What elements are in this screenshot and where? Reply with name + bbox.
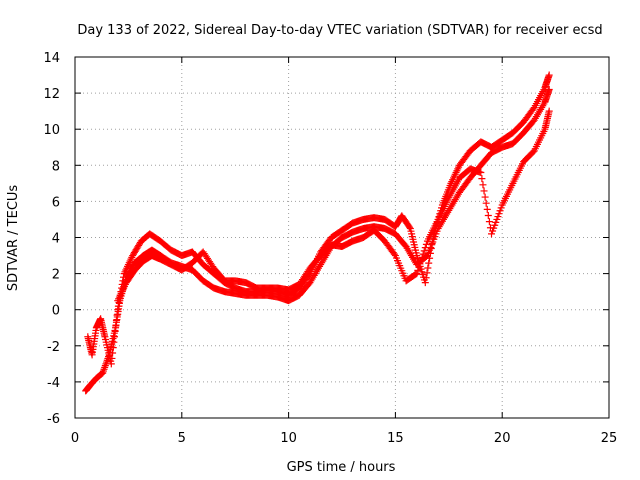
data-point (412, 270, 420, 278)
data-point (111, 333, 119, 341)
data-point (419, 250, 427, 258)
y-tick-label: 4 (52, 232, 60, 247)
y-tick-label: 12 (43, 87, 60, 102)
data-point (481, 193, 489, 201)
axis-ticks: 0 5 10 15 20 25 -6 -4 -2 0 2 4 6 8 10 12 14 (43, 51, 617, 446)
data-point (484, 211, 492, 219)
data-point (423, 269, 431, 277)
data-point (545, 71, 553, 79)
data-point (110, 338, 118, 346)
data-point (421, 244, 429, 252)
data-point (113, 311, 121, 319)
data-point (478, 175, 486, 183)
data-point (112, 317, 120, 325)
x-axis-label: GPS time / hours (287, 460, 396, 475)
data-point (422, 274, 430, 282)
y-tick-label: 10 (43, 123, 60, 138)
data-point (114, 302, 122, 310)
y-tick-label: 6 (52, 195, 60, 210)
y-tick-label: -2 (47, 340, 60, 355)
data-point (109, 344, 117, 352)
data-point (112, 322, 120, 330)
data-point (424, 264, 432, 272)
data-point (405, 223, 413, 231)
data-point (415, 263, 423, 271)
data-point (414, 266, 422, 274)
x-tick-label: 10 (280, 431, 297, 446)
series-trace-3 (114, 107, 553, 305)
y-tick-label: 2 (52, 268, 60, 283)
x-tick-label: 0 (71, 431, 79, 446)
data-point (420, 247, 428, 255)
chart-title: Day 133 of 2022, Sidereal Day-to-day VTE… (77, 23, 602, 38)
data-point (479, 181, 487, 189)
y-axis-label: SDTVAR / TECUs (6, 185, 21, 292)
data-point (417, 257, 425, 265)
data-point (482, 199, 490, 207)
data-point (477, 169, 485, 177)
data-points (82, 71, 553, 395)
data-point (545, 107, 553, 115)
data-point (390, 250, 398, 258)
y-tick-label: -4 (47, 376, 60, 391)
data-point (119, 273, 127, 281)
x-tick-label: 25 (601, 431, 618, 446)
y-tick-label: 14 (43, 51, 60, 66)
y-tick-label: 8 (52, 159, 60, 174)
data-point (428, 240, 436, 248)
data-point (422, 240, 430, 248)
y-tick-label: -6 (47, 412, 60, 427)
data-point (111, 327, 119, 335)
data-point (413, 270, 421, 278)
data-point (425, 259, 433, 267)
data-point (480, 187, 488, 195)
data-point (107, 360, 115, 368)
data-point (426, 254, 434, 262)
data-point (427, 245, 435, 253)
data-point (108, 354, 116, 362)
y-tick-label: 0 (52, 304, 60, 319)
data-point (418, 253, 426, 261)
data-point (114, 306, 122, 314)
data-point (485, 218, 493, 226)
data-point (109, 349, 117, 357)
data-point (421, 279, 429, 287)
data-point (416, 260, 424, 268)
x-tick-label: 5 (178, 431, 186, 446)
data-point (483, 205, 491, 213)
x-tick-label: 20 (494, 431, 511, 446)
series-trace-2 (84, 71, 553, 368)
x-tick-label: 15 (387, 431, 404, 446)
data-point (426, 249, 434, 257)
